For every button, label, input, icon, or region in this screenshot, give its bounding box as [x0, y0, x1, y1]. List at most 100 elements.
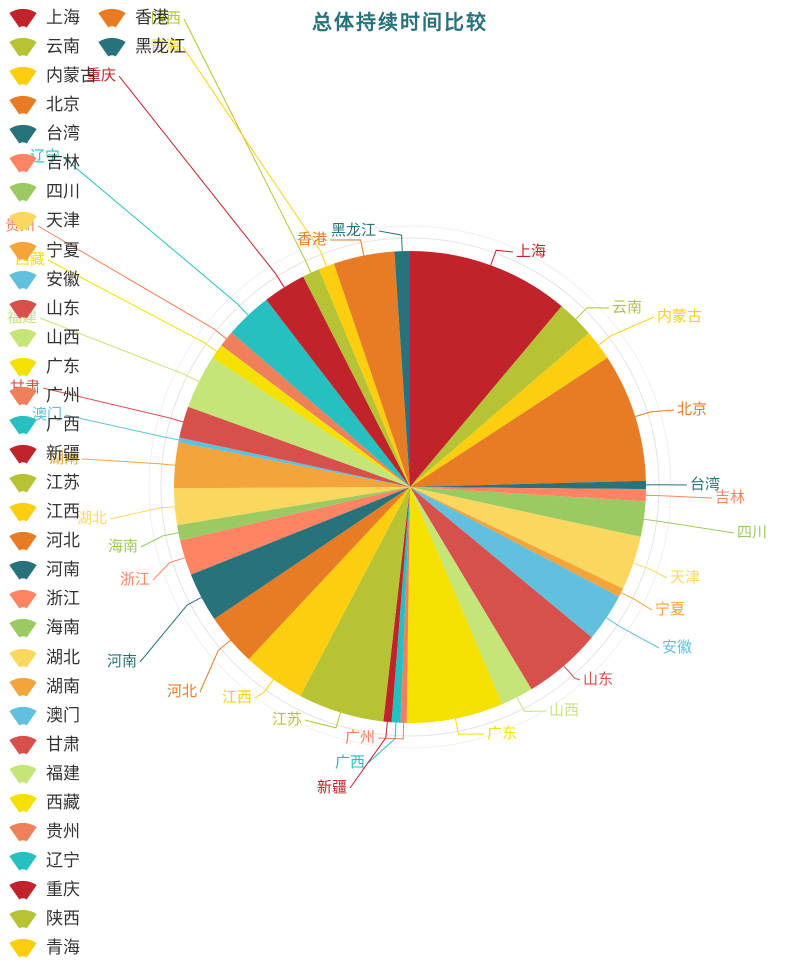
legend-item-海南[interactable]: 海南	[8, 617, 80, 639]
legend-item-河南[interactable]: 河南	[8, 559, 80, 581]
legend-item-广东[interactable]: 广东	[8, 356, 80, 378]
legend-item-贵州[interactable]: 贵州	[8, 821, 80, 843]
slice-label-吉林: 吉林	[715, 489, 745, 506]
pie-sector-icon	[9, 270, 37, 290]
pie-sector-icon	[9, 66, 37, 86]
pie-slice-江苏[interactable]	[300, 487, 410, 722]
pie-sector-icon	[98, 37, 126, 57]
pie-slice-海南[interactable]	[177, 487, 410, 541]
pie-sector-icon	[9, 619, 37, 638]
slice-label-北京: 北京	[677, 401, 707, 418]
pie-slice-河北[interactable]	[214, 487, 410, 660]
legend-item-香港[interactable]: 香港	[97, 7, 169, 29]
pie-slice-台湾[interactable]	[410, 480, 647, 490]
slice-label-浙江: 浙江	[120, 571, 150, 588]
legend-item-四川[interactable]: 四川	[8, 181, 80, 203]
pie-slice-湖北[interactable]	[174, 487, 410, 526]
pie-sector-icon	[9, 473, 37, 493]
pie-slice-山东[interactable]	[410, 487, 592, 690]
legend-item-西藏[interactable]: 西藏	[8, 792, 80, 814]
legend-item-辽宁[interactable]: 辽宁	[8, 850, 80, 872]
legend-item-湖南[interactable]: 湖南	[8, 676, 80, 698]
legend-item-陕西[interactable]: 陕西	[8, 908, 80, 930]
legend-item-新疆[interactable]: 新疆	[8, 443, 80, 465]
pie-slice-贵州[interactable]	[221, 332, 410, 488]
legend-item-上海[interactable]: 上海	[8, 7, 80, 29]
pie-sector-icon	[9, 154, 37, 173]
pie-slice-辽宁[interactable]	[231, 299, 410, 487]
legend-item-重庆[interactable]: 重庆	[8, 879, 80, 901]
label-leader-line	[81, 458, 176, 466]
legend-item-广州[interactable]: 广州	[8, 385, 80, 407]
legend-item-浙江[interactable]: 浙江	[8, 588, 80, 610]
pie-slice-云南[interactable]	[410, 306, 589, 487]
pie-slice-安徽[interactable]	[410, 487, 619, 638]
legend-label: 天津	[46, 211, 80, 231]
pie-slice-广西[interactable]	[391, 487, 411, 723]
legend-item-河北[interactable]: 河北	[8, 530, 80, 552]
pie-slice-江西[interactable]	[248, 487, 410, 696]
legend-item-宁夏[interactable]: 宁夏	[8, 240, 80, 262]
pie-slice-浙江[interactable]	[180, 487, 410, 575]
legend-item-山东[interactable]: 山东	[8, 298, 80, 320]
pie-slice-重庆[interactable]	[266, 276, 410, 488]
pie-slice-山西[interactable]	[410, 487, 532, 705]
legend-label: 内蒙古	[46, 66, 97, 86]
label-leader-line	[620, 592, 653, 611]
pie-slice-陕西[interactable]	[303, 269, 410, 487]
pie-slice-澳门[interactable]	[178, 437, 410, 488]
pie-slice-湖南[interactable]	[173, 442, 410, 489]
outer-rings	[148, 225, 672, 749]
pie-slice-新疆[interactable]	[383, 487, 410, 723]
slice-label-辽宁: 辽宁	[30, 148, 60, 165]
pie-slice-西藏[interactable]	[212, 345, 411, 487]
pie-slice-广东[interactable]	[406, 487, 503, 724]
legend-item-云南[interactable]: 云南	[8, 36, 80, 58]
legend-label: 山西	[46, 327, 80, 347]
legend-item-福建[interactable]: 福建	[8, 763, 80, 785]
legend-label: 香港	[135, 8, 169, 27]
label-leader-line	[377, 722, 405, 740]
pie-sector-icon	[9, 880, 37, 900]
outer-ring	[148, 225, 672, 749]
label-leader-line	[37, 225, 227, 340]
label-leader-line	[62, 156, 249, 316]
pie-slice-天津[interactable]	[410, 487, 641, 589]
legend-item-江西[interactable]: 江西	[8, 501, 80, 523]
pie-slice-香港[interactable]	[333, 251, 410, 488]
pie-sector-icon	[9, 212, 37, 231]
pie-slice-宁夏[interactable]	[410, 487, 623, 597]
legend-item-安徽[interactable]: 安徽	[8, 269, 80, 291]
pie-slice-黑龙江[interactable]	[394, 250, 410, 487]
pie-slice-广州[interactable]	[400, 487, 411, 723]
pie-slice-福建[interactable]	[188, 357, 410, 487]
legend-item-内蒙古[interactable]: 内蒙古	[8, 65, 97, 87]
pie-sector-icon	[9, 793, 37, 813]
legend-label: 青海	[46, 938, 80, 958]
legend-item-广西[interactable]: 广西	[8, 414, 80, 436]
legend-item-青海[interactable]: 青海	[8, 937, 80, 959]
pie-slice-河南[interactable]	[190, 487, 410, 619]
legend-item-黑龙江[interactable]: 黑龙江	[97, 36, 186, 58]
pie-slice-吉林[interactable]	[410, 487, 646, 502]
label-leader-line	[64, 414, 179, 441]
legend-item-台湾[interactable]: 台湾	[8, 123, 80, 145]
pie-slice-上海[interactable]	[410, 251, 562, 487]
pie-sector-icon	[9, 37, 37, 57]
pie-sector-icon	[98, 8, 126, 28]
legend-item-北京[interactable]: 北京	[8, 94, 80, 116]
pie-slice-内蒙古[interactable]	[410, 333, 608, 487]
legend-item-澳门[interactable]: 澳门	[8, 705, 80, 727]
pie-slice-四川[interactable]	[410, 487, 646, 537]
legend-label: 辽宁	[46, 851, 80, 871]
pie-slice-青海[interactable]	[318, 263, 410, 487]
legend-item-湖北[interactable]: 湖北	[8, 647, 80, 669]
legend-item-吉林[interactable]: 吉林	[8, 152, 80, 174]
legend-item-甘肃[interactable]: 甘肃	[8, 734, 80, 756]
legend-item-山西[interactable]: 山西	[8, 327, 80, 349]
legend-item-天津[interactable]: 天津	[8, 210, 80, 232]
legend-item-江苏[interactable]: 江苏	[8, 472, 80, 494]
pie-slice-北京[interactable]	[410, 357, 646, 487]
pie-slice-甘肃[interactable]	[179, 406, 410, 487]
legend-label: 云南	[46, 37, 80, 57]
